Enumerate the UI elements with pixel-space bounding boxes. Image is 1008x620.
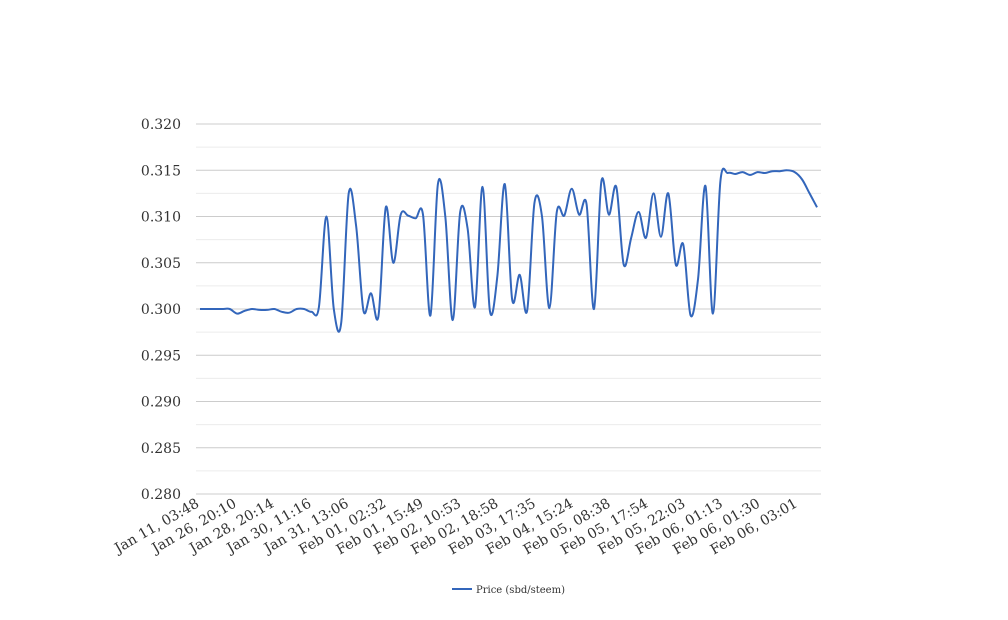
y-tick-label: 0.280 <box>141 487 181 503</box>
y-tick-label: 0.295 <box>141 348 181 364</box>
y-axis-ticks: 0.320 0.315 0.310 0.305 0.300 0.295 0.290 0.285… <box>141 117 181 503</box>
y-tick-label: 0.315 <box>141 163 181 179</box>
y-tick-label: 0.290 <box>141 395 181 411</box>
legend-label: Price (sbd/steem) <box>476 585 565 596</box>
y-tick-label: 0.300 <box>141 302 181 318</box>
legend: Price (sbd/steem) <box>452 585 565 596</box>
series-line-price <box>200 167 818 333</box>
y-tick-label: 0.320 <box>141 117 181 133</box>
grid-lines <box>196 123 821 495</box>
y-tick-label: 0.285 <box>141 441 181 457</box>
series-lines <box>200 167 818 333</box>
y-tick-label: 0.305 <box>141 256 181 272</box>
y-tick-label: 0.310 <box>141 210 181 226</box>
